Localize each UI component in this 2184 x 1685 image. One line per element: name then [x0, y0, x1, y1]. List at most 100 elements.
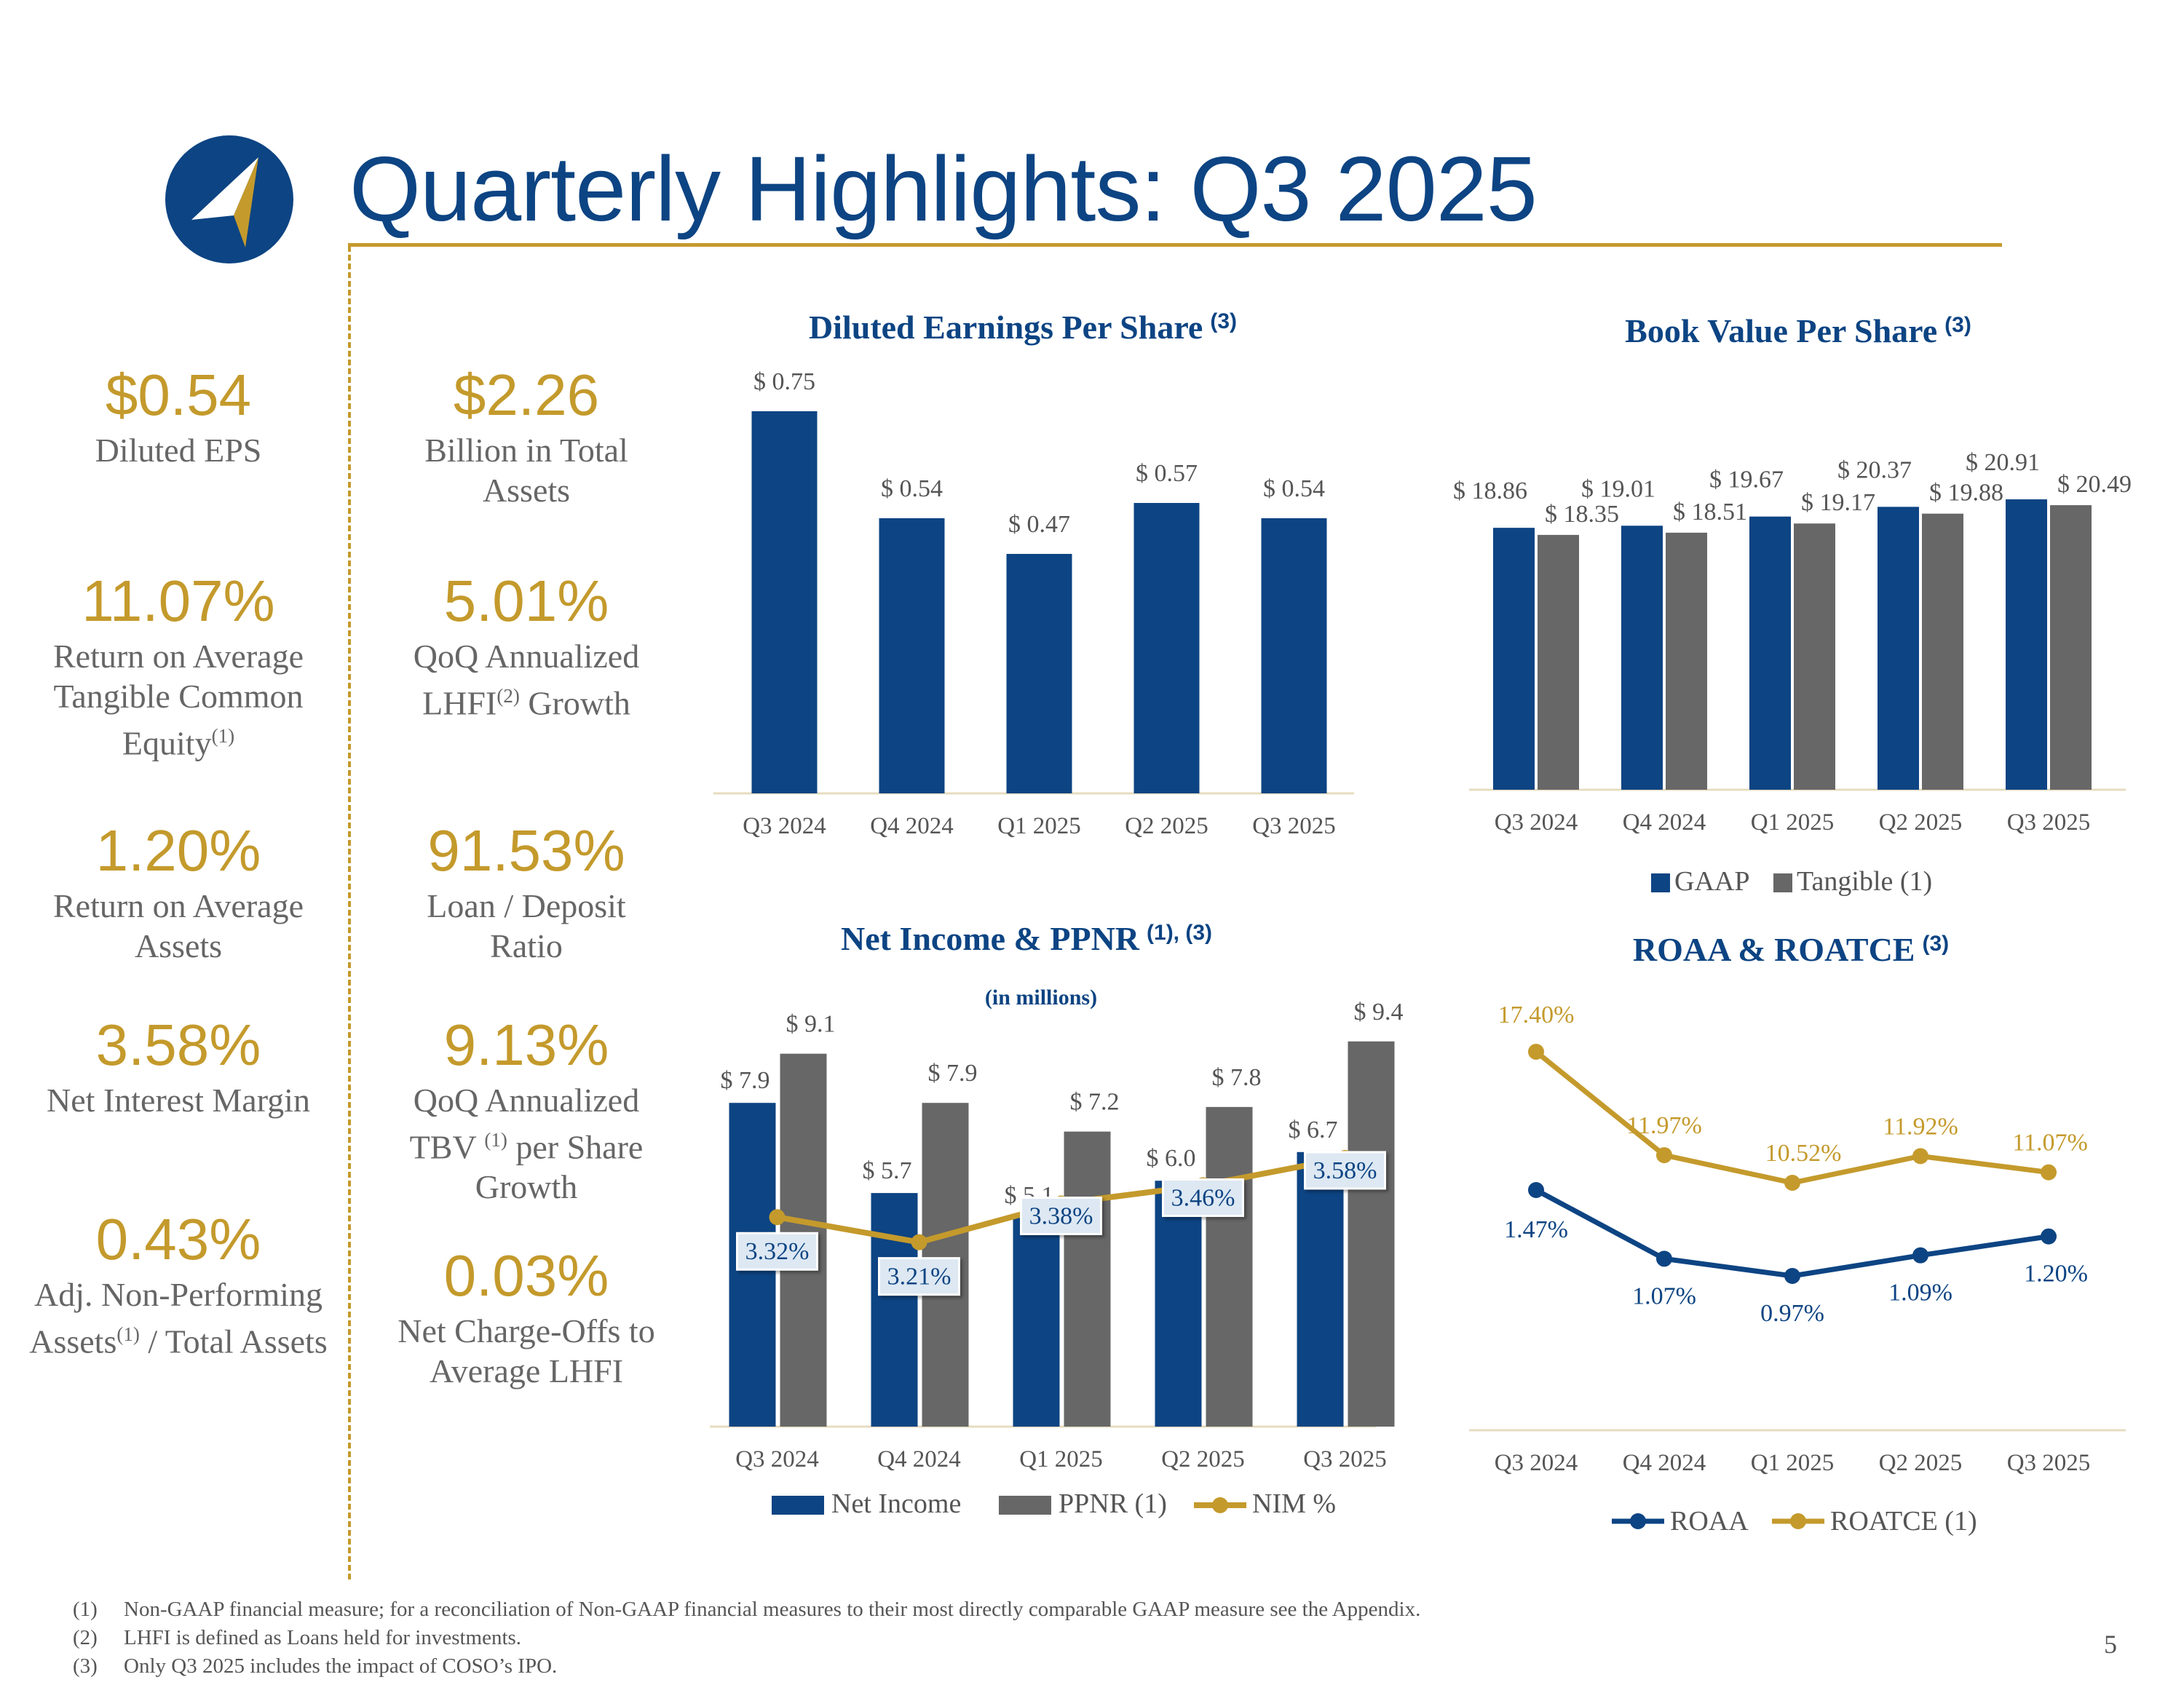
roatce-data-label: 10.52% — [1765, 1140, 1842, 1167]
roatce-data-label: 17.40% — [1498, 1002, 1575, 1028]
kpi-value: $2.26 — [453, 362, 600, 427]
x-tick-label: Q1 2025 — [1019, 1446, 1103, 1472]
roatce-data-label: 11.97% — [1626, 1112, 1702, 1139]
ppnr-data-label: $ 7.9 — [928, 1060, 978, 1087]
kpi-label: Billion in Total Assets — [424, 432, 628, 509]
x-tick-label: Q2 2025 — [1879, 809, 1963, 836]
net-income-data-label: $ 6.0 — [1147, 1145, 1196, 1172]
chart-title-text: Book Value Per Share — [1625, 312, 1937, 349]
kpi-label: Net Charge-Offs to Average LHFI — [397, 1312, 655, 1389]
roatce-point — [1656, 1147, 1672, 1164]
chart-title-text: Diluted Earnings Per Share — [809, 309, 1203, 346]
eps-data-label: $ 0.54 — [881, 475, 943, 502]
ppnr-data-label: $ 7.2 — [1070, 1089, 1120, 1116]
gaap-bar — [2006, 499, 2047, 790]
legend-roaa-marker — [1630, 1513, 1646, 1529]
x-tick-label: Q3 2025 — [2007, 809, 2091, 836]
x-tick-label: Q4 2024 — [1623, 809, 1706, 836]
tangible-bar — [1922, 513, 1963, 790]
tangible-bar — [2050, 505, 2092, 790]
legend-roaa-label: ROAA — [1670, 1506, 1749, 1537]
x-tick-label: Q3 2025 — [1303, 1446, 1387, 1472]
legend-tangible-swatch — [1773, 873, 1792, 892]
ppnr-data-label: $ 9.4 — [1354, 999, 1404, 1026]
gaap-bar — [1749, 516, 1791, 790]
ppnr-data-label: $ 9.1 — [786, 1011, 836, 1038]
kpi-label: Adj. Non-Performing Assets(1) / Total As… — [7, 1274, 349, 1361]
kpi-label-text: QoQ Annualized LHFI — [413, 638, 640, 722]
kpi-label: Return on Average Assets — [52, 887, 304, 964]
kpi-label-text: Adj. Non-Performing Assets — [29, 1276, 323, 1360]
nim-label-box — [1162, 1178, 1244, 1217]
ppnr-data-label: $ 7.8 — [1212, 1064, 1262, 1091]
eps-data-label: $ 0.54 — [1263, 475, 1325, 502]
footnote-text: Non-GAAP financial measure; for a reconc… — [124, 1598, 1421, 1621]
company-logo — [165, 135, 293, 263]
roaa-data-label: 0.97% — [1760, 1300, 1824, 1327]
tangible-bar — [1794, 523, 1835, 790]
kpi-value: $0.54 — [105, 362, 252, 427]
kpi-diluted-eps: $0.54 Diluted EPS — [7, 360, 349, 470]
eps-bar — [879, 518, 945, 793]
title-divider — [348, 243, 2002, 247]
kpi-loan-deposit: 91.53% Loan / Deposit Ratio — [355, 816, 697, 966]
kpi-value: 5.01% — [443, 568, 609, 633]
gaap-data-label: $ 20.91 — [1966, 449, 2040, 476]
x-tick-label: Q3 2024 — [1495, 1450, 1578, 1476]
kpi-label-text-b: Growth — [519, 684, 630, 722]
kpi-value: 1.20% — [95, 818, 261, 883]
kpi-label-sup: (1) — [116, 1323, 140, 1345]
kpi-label-sup: (1) — [484, 1129, 507, 1151]
kpi-total-assets: $2.26 Billion in Total Assets — [355, 360, 697, 510]
roatce-data-label: 11.92% — [1883, 1113, 1958, 1140]
chart-title-sup: (1), (3) — [1147, 921, 1212, 945]
kpi-label-sup: (2) — [496, 685, 520, 707]
net-income-data-label: $ 6.7 — [1289, 1117, 1338, 1143]
net-income-data-label: $ 7.9 — [721, 1067, 770, 1094]
footnote-1: (1) Non-GAAP financial measure; for a rec… — [73, 1595, 1893, 1624]
kpi-nim: 3.58% Net Interest Margin — [7, 1010, 349, 1120]
chart-title: Diluted Earnings Per Share (3) — [809, 309, 1237, 346]
kpi-value: 9.13% — [443, 1012, 609, 1077]
legend-gaap-swatch — [1651, 873, 1670, 892]
roaa-data-label: 1.07% — [1632, 1282, 1696, 1309]
kpi-label: Net Interest Margin — [47, 1082, 310, 1119]
roatce-point — [1784, 1175, 1800, 1191]
roaa-roatce-chart: ROAA & ROATCE (3) 1.47% 1.07% 0.97% 1.09% 1.20… — [1469, 931, 2126, 1537]
footnote-text: Only Q3 2025 includes the impact of COSO… — [124, 1654, 558, 1678]
page-title: Quarterly Highlights: Q3 2025 — [349, 138, 1538, 240]
footnote-number: (3) — [73, 1654, 98, 1678]
x-tick-label: Q1 2025 — [1751, 809, 1835, 836]
nim-data-label: 3.32% — [745, 1238, 810, 1265]
tangible-data-label: $ 19.88 — [1929, 480, 2003, 507]
chart-title-sup: (3) — [1922, 932, 1949, 956]
x-tick-label: Q1 2025 — [997, 813, 1081, 839]
kpi-value: 0.43% — [95, 1207, 261, 1272]
chart-title: Net Income & PPNR (1), (3) — [841, 920, 1212, 957]
gaap-data-label: $ 18.86 — [1453, 477, 1527, 504]
footnote-number: (1) — [73, 1598, 98, 1621]
kpi-tbv-growth: 9.13% QoQ Annualized TBV (1) per Share G… — [355, 1010, 697, 1207]
legend-gaap-label: GAAP — [1674, 866, 1749, 897]
roatce-point — [2041, 1164, 2057, 1181]
roatce-data-label: 11.07% — [2012, 1130, 2088, 1157]
x-tick-label: Q1 2025 — [1751, 1450, 1835, 1476]
footnote-2: (2) LHFI is defined as Loans held for inv… — [73, 1624, 1893, 1652]
net-income-bar — [1013, 1217, 1060, 1427]
x-tick-label: Q4 2024 — [870, 813, 954, 839]
legend-tangible-label: Tangible (1) — [1797, 866, 1932, 897]
eps-bar — [1133, 503, 1200, 793]
ppnr-bar — [1348, 1041, 1395, 1427]
x-tick-label: Q4 2024 — [877, 1446, 961, 1472]
footnotes: (1) Non-GAAP financial measure; for a rec… — [73, 1595, 1893, 1681]
net-income-ppnr-chart: Net Income & PPNR (1), (3) (in millions) $ … — [710, 920, 1404, 1519]
page-number: 5 — [2104, 1630, 2117, 1659]
legend-ppnr-swatch — [999, 1496, 1051, 1515]
tangible-data-label: $ 19.17 — [1801, 489, 1875, 516]
kpi-roaa: 1.20% Return on Average Assets — [7, 816, 349, 966]
kpi-lhfi-growth: 5.01% QoQ Annualized LHFI(2) Growth — [355, 566, 697, 723]
logo-arrow-white — [191, 157, 258, 220]
kpi-label: Loan / Deposit Ratio — [427, 887, 626, 964]
x-tick-label: Q3 2025 — [2007, 1450, 2091, 1476]
x-tick-label: Q3 2024 — [1495, 809, 1578, 836]
